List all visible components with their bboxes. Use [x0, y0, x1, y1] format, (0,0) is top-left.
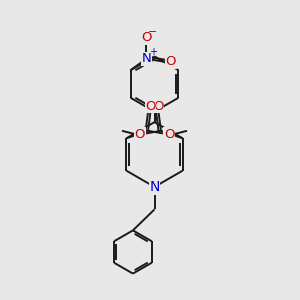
Text: N: N	[149, 180, 160, 194]
Text: +: +	[149, 47, 157, 57]
Text: O: O	[145, 100, 156, 113]
Text: O: O	[141, 31, 152, 44]
Text: O: O	[134, 128, 145, 141]
Text: −: −	[148, 27, 158, 37]
Text: O: O	[166, 55, 176, 68]
Text: O: O	[164, 128, 175, 141]
Text: N: N	[141, 52, 151, 65]
Text: O: O	[153, 100, 164, 113]
